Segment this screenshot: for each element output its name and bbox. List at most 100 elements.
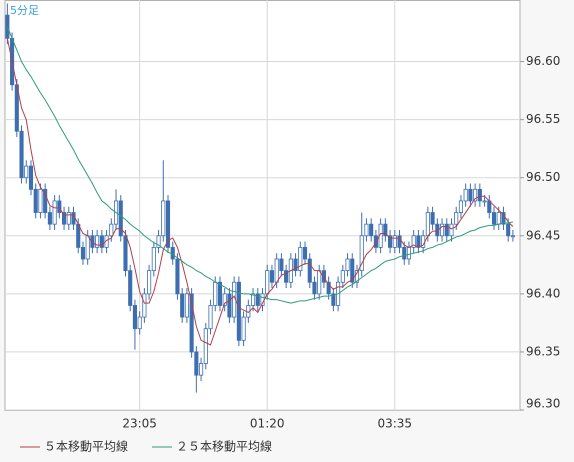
- plot-area: [4, 0, 521, 411]
- candle-body: [161, 200, 166, 237]
- candle-body: [312, 281, 317, 295]
- candle-body: [33, 188, 38, 213]
- candle-body: [99, 235, 104, 248]
- candle-body: [62, 212, 67, 225]
- candle-body: [307, 258, 312, 283]
- candle-body: [411, 235, 416, 248]
- candle-body: [156, 235, 161, 248]
- candle-body: [194, 351, 199, 376]
- candle-body: [71, 212, 76, 225]
- candle-body: [189, 293, 194, 353]
- candle-body: [284, 270, 289, 283]
- candle-body: [449, 223, 454, 237]
- candle-body: [184, 293, 189, 318]
- candle-body: [444, 223, 449, 237]
- x-tick-label: 01:20: [250, 417, 285, 431]
- candle-body: [293, 258, 298, 272]
- candle-body: [250, 293, 256, 306]
- candle-body: [180, 293, 185, 318]
- candle-body: [430, 212, 435, 225]
- candle-body: [95, 235, 100, 248]
- y-tick-label: 96.45: [526, 228, 560, 242]
- x-tick-label: 03:35: [377, 417, 412, 431]
- candle-body: [510, 235, 515, 238]
- candle-body: [47, 212, 52, 225]
- y-tick-label: 96.30: [526, 397, 560, 411]
- candle-body: [128, 270, 133, 306]
- legend-label: ２５本移動平均線: [176, 439, 272, 454]
- candle-body: [24, 165, 29, 179]
- candle-body: [501, 212, 506, 225]
- candle-body: [369, 223, 374, 237]
- candle-body: [491, 212, 497, 225]
- candle-body: [383, 223, 388, 237]
- candle-body: [477, 188, 482, 202]
- candle-body: [165, 200, 171, 248]
- candle-body: [463, 188, 468, 202]
- candle-body: [90, 235, 95, 248]
- candle-body: [274, 258, 279, 283]
- candle-body: [317, 270, 322, 295]
- candle-body: [199, 363, 204, 376]
- candle-body: [350, 258, 355, 283]
- candle-body: [118, 200, 123, 237]
- candle-body: [85, 235, 90, 260]
- candle-body: [52, 200, 57, 225]
- legend-label: ５本移動平均線: [44, 439, 128, 454]
- candle-body: [123, 235, 128, 272]
- candle-body: [57, 200, 62, 213]
- candle-body: [473, 188, 478, 202]
- candle-body: [227, 293, 232, 318]
- candle-body: [321, 270, 326, 283]
- candle-body: [265, 270, 270, 295]
- candle-body: [175, 258, 180, 295]
- candle-body: [326, 281, 331, 295]
- ma-line: [6, 26, 514, 304]
- candle-body: [255, 293, 260, 306]
- y-tick-label: 96.55: [526, 112, 560, 126]
- chart-annotation: 5分足: [10, 4, 39, 17]
- candle-body: [170, 246, 175, 260]
- candle-body: [454, 212, 459, 225]
- y-tick-label: 96.60: [526, 54, 560, 68]
- candle-body: [132, 305, 137, 330]
- candle-body: [364, 223, 369, 237]
- candle-body: [392, 235, 397, 248]
- candle-body: [279, 258, 284, 272]
- y-tick-label: 96.50: [526, 170, 560, 184]
- candle-body: [506, 223, 511, 237]
- candle-body: [241, 316, 246, 341]
- candle-body: [354, 270, 360, 283]
- y-tick-label: 96.35: [526, 344, 560, 358]
- candle-body: [298, 246, 303, 272]
- candle-body: [482, 200, 487, 203]
- candle-body: [331, 293, 336, 306]
- candle-body: [425, 212, 430, 237]
- candle-body: [213, 281, 218, 306]
- candle-body: [302, 246, 308, 260]
- candle-body: [19, 130, 24, 179]
- candle-body: [43, 188, 48, 213]
- candle-body: [38, 188, 43, 213]
- candle-body: [402, 246, 407, 260]
- candle-body: [76, 223, 81, 248]
- candle-body: [109, 223, 114, 237]
- candle-body: [397, 235, 402, 248]
- candle-body: [345, 258, 350, 272]
- candle-body: [439, 223, 445, 237]
- candle-body: [406, 246, 412, 260]
- candle-body: [142, 293, 147, 318]
- candle-body: [496, 212, 501, 225]
- candle-body: [28, 165, 34, 190]
- candle-body: [416, 235, 421, 248]
- candle-body: [222, 293, 227, 306]
- candle-body: [203, 328, 208, 364]
- candle-body: [80, 246, 86, 260]
- candle-body: [468, 188, 473, 202]
- candle-body: [236, 281, 241, 341]
- y-tick-label: 96.40: [526, 286, 560, 300]
- candle-body: [373, 235, 378, 248]
- candle-body: [147, 270, 152, 295]
